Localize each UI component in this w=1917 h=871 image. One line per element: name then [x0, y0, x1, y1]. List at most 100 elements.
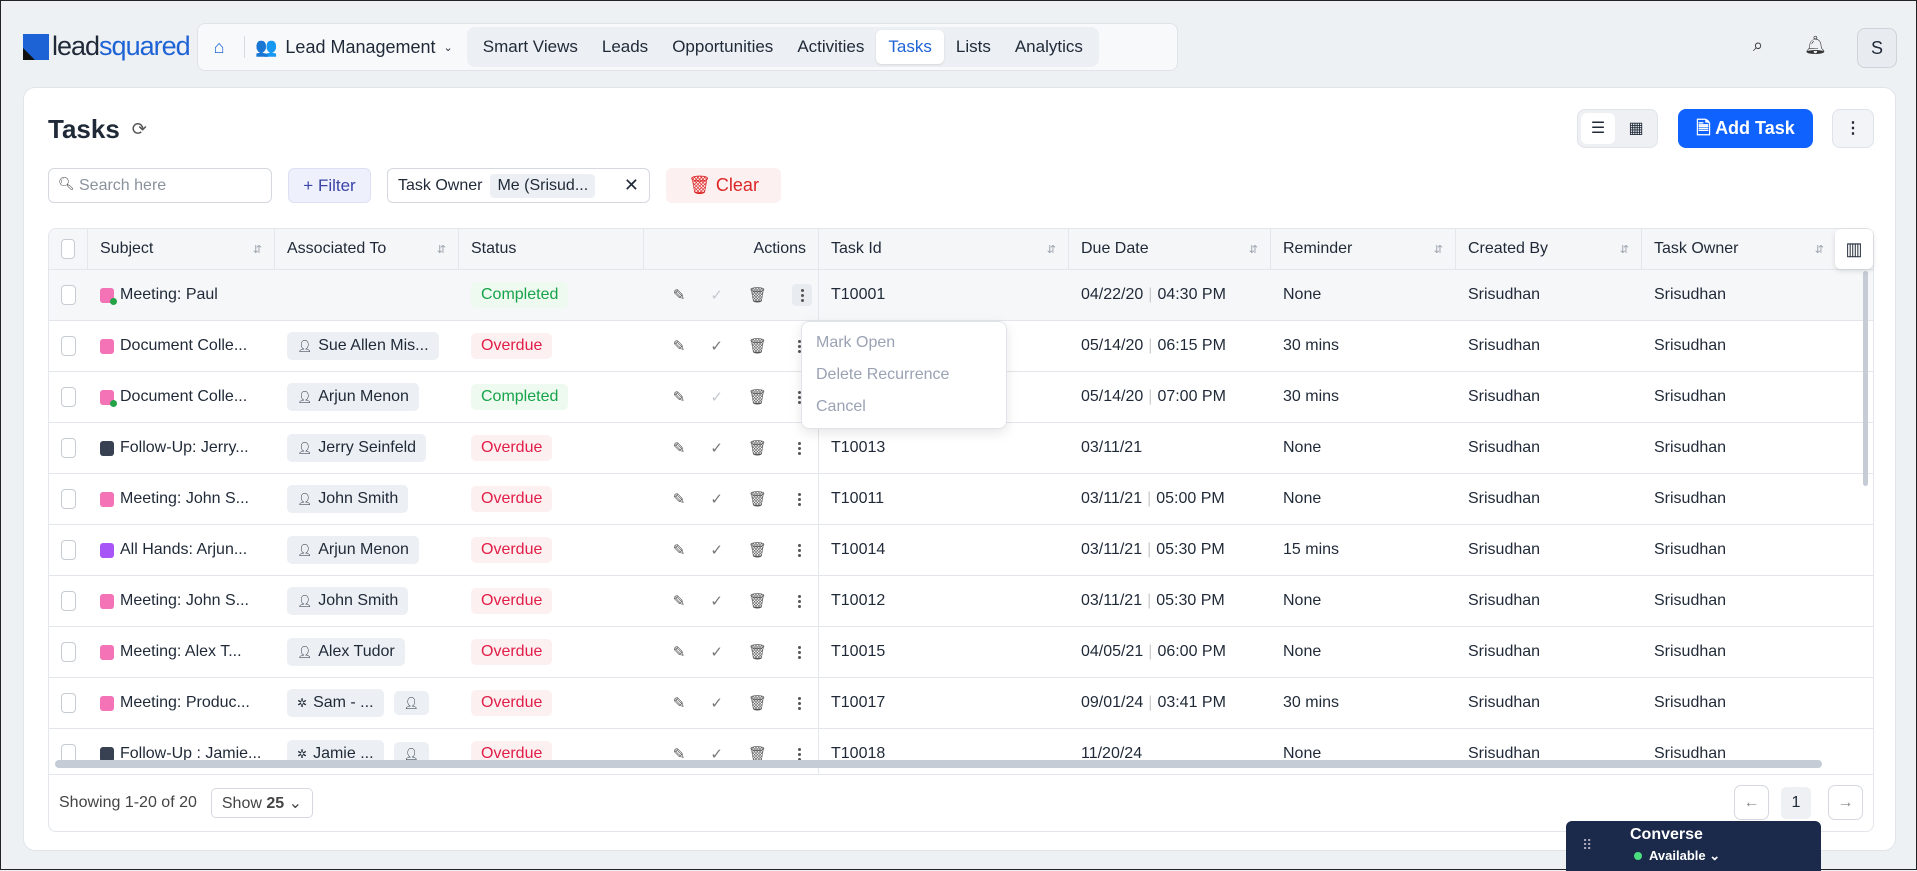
- list-view-icon[interactable]: ☰: [1581, 113, 1615, 144]
- more-options-button[interactable]: ⋮: [1832, 109, 1874, 148]
- leadsquared-logo[interactable]: lead squared: [23, 31, 191, 62]
- task-subject[interactable]: Document Colle...: [120, 388, 248, 405]
- row-checkbox[interactable]: [61, 438, 76, 458]
- sort-icon[interactable]: ⇵: [1248, 243, 1258, 256]
- task-subject[interactable]: Meeting: John S...: [120, 490, 249, 507]
- table-row[interactable]: Meeting: John S... 👤︎ John Smith Overdue …: [49, 474, 1873, 525]
- column-task-owner[interactable]: Task Owner ⇵: [1642, 229, 1873, 269]
- column-created-by[interactable]: Created By ⇵: [1456, 229, 1642, 269]
- more-vertical-icon[interactable]: [792, 335, 806, 357]
- sort-icon[interactable]: ⇵: [436, 243, 446, 256]
- associated-person[interactable]: 👤︎ John Smith: [287, 485, 409, 513]
- trash-icon[interactable]: 🗑︎: [747, 287, 767, 304]
- check-icon[interactable]: ✓: [710, 695, 723, 712]
- check-icon[interactable]: ✓: [710, 593, 723, 610]
- associated-person[interactable]: 👤︎ Jerry Seinfeld: [287, 434, 427, 462]
- availability-status[interactable]: Available ⌄: [1634, 848, 1720, 864]
- check-icon[interactable]: ✓: [710, 287, 723, 304]
- table-row[interactable]: Follow-Up: Jerry... 👤︎ Jerry Seinfeld Ove…: [49, 423, 1873, 474]
- trash-icon[interactable]: 🗑︎: [747, 491, 767, 508]
- tab-smart-views[interactable]: Smart Views: [482, 37, 578, 56]
- refresh-icon[interactable]: ⟳: [131, 119, 147, 139]
- sort-icon[interactable]: ⇵: [1433, 243, 1443, 256]
- check-icon[interactable]: ✓: [710, 491, 723, 508]
- table-row[interactable]: Meeting: John S... 👤︎ John Smith Overdue …: [49, 576, 1873, 627]
- task-subject[interactable]: Meeting: John S...: [120, 592, 249, 609]
- edit-icon[interactable]: ✎: [672, 338, 686, 355]
- check-icon[interactable]: ✓: [710, 338, 723, 355]
- associated-person[interactable]: 👤︎ Arjun Menon: [287, 383, 419, 411]
- tab-activities[interactable]: Activities: [797, 37, 865, 56]
- edit-icon[interactable]: ✎: [672, 593, 686, 610]
- associated-person[interactable]: 👤︎ Sue Allen Mis...: [287, 332, 439, 360]
- trash-icon[interactable]: 🗑︎: [747, 440, 767, 457]
- check-icon[interactable]: ✓: [710, 440, 723, 457]
- task-subject[interactable]: Meeting: Paul: [120, 286, 218, 303]
- clear-button[interactable]: 🗑︎ Clear: [666, 168, 781, 203]
- table-row[interactable]: Meeting: Alex T... 👤︎ Alex Tudor Overdue …: [49, 627, 1873, 678]
- horizontal-scrollbar[interactable]: [55, 760, 1822, 768]
- table-row[interactable]: All Hands: Arjun... 👤︎ Arjun Menon Overdu…: [49, 525, 1873, 576]
- edit-icon[interactable]: ✎: [672, 389, 686, 406]
- converse-widget[interactable]: ⠿ Converse Available ⌄: [1566, 821, 1821, 871]
- calendar-view-icon[interactable]: ▦: [1628, 120, 1644, 137]
- associated-person[interactable]: 👤︎ Alex Tudor: [287, 638, 405, 666]
- table-row[interactable]: Meeting: Paul Completed ✎ ✓ 🗑︎ T10001 04/2…: [49, 270, 1873, 321]
- more-vertical-icon[interactable]: [792, 437, 806, 459]
- row-checkbox[interactable]: [61, 285, 76, 305]
- task-subject[interactable]: All Hands: Arjun...: [120, 541, 248, 558]
- more-vertical-icon[interactable]: [792, 539, 806, 561]
- more-vertical-icon[interactable]: [792, 590, 806, 612]
- associated-person[interactable]: 👤︎ John Smith: [287, 587, 409, 615]
- column-subject[interactable]: Subject ⇵: [88, 229, 275, 269]
- sort-icon[interactable]: ⇵: [252, 243, 262, 256]
- edit-columns-icon[interactable]: ▥: [1835, 229, 1873, 269]
- trash-icon[interactable]: 🗑︎: [747, 542, 767, 559]
- check-icon[interactable]: ✓: [710, 389, 723, 406]
- tab-leads[interactable]: Leads: [601, 37, 649, 56]
- more-vertical-icon[interactable]: [792, 284, 812, 306]
- more-vertical-icon[interactable]: [792, 641, 806, 663]
- row-checkbox[interactable]: [61, 642, 76, 662]
- more-vertical-icon[interactable]: [792, 488, 806, 510]
- trash-icon[interactable]: 🗑︎: [747, 746, 767, 763]
- sort-icon[interactable]: ⇵: [1046, 243, 1056, 256]
- edit-icon[interactable]: ✎: [672, 287, 686, 304]
- table-row[interactable]: Document Colle... 👤︎ Arjun Menon Complete…: [49, 372, 1873, 423]
- tab-tasks[interactable]: Tasks: [876, 30, 944, 64]
- row-checkbox[interactable]: [61, 336, 76, 356]
- row-checkbox[interactable]: [61, 693, 76, 713]
- vertical-scrollbar[interactable]: [1863, 271, 1868, 486]
- table-row[interactable]: Follow-Up : Jamie... ✲ Jamie ... 👤︎ Overdu…: [49, 729, 1873, 774]
- associated-opportunity[interactable]: ✲ Sam - ...: [287, 689, 384, 717]
- associated-person[interactable]: 👤︎ Arjun Menon: [287, 536, 419, 564]
- more-vertical-icon[interactable]: [792, 743, 806, 765]
- home-icon[interactable]: ⌂: [213, 36, 225, 57]
- trash-icon[interactable]: 🗑︎: [747, 695, 767, 712]
- row-checkbox[interactable]: [61, 591, 76, 611]
- add-task-button[interactable]: 🗎 Add Task: [1678, 109, 1813, 148]
- check-icon[interactable]: ✓: [710, 746, 723, 763]
- check-icon[interactable]: ✓: [710, 644, 723, 661]
- column-task-id[interactable]: Task Id ⇵: [819, 229, 1069, 269]
- task-subject[interactable]: Document Colle...: [120, 337, 248, 354]
- avatar[interactable]: S: [1857, 28, 1897, 68]
- tab-opportunities[interactable]: Opportunities: [672, 37, 774, 56]
- sort-icon[interactable]: ⇵: [1814, 243, 1824, 256]
- tab-lists[interactable]: Lists: [955, 37, 991, 56]
- menu-item-mark-open[interactable]: Mark Open: [816, 334, 896, 351]
- edit-icon[interactable]: ✎: [672, 491, 686, 508]
- task-subject[interactable]: Follow-Up : Jamie...: [120, 745, 262, 762]
- close-icon[interactable]: ✕: [623, 175, 639, 195]
- more-vertical-icon[interactable]: [792, 692, 806, 714]
- more-vertical-icon[interactable]: [792, 386, 806, 408]
- select-all-checkbox[interactable]: [61, 239, 75, 259]
- task-subject[interactable]: Follow-Up: Jerry...: [120, 439, 249, 456]
- check-icon[interactable]: ✓: [710, 542, 723, 559]
- row-checkbox[interactable]: [61, 387, 76, 407]
- edit-icon[interactable]: ✎: [672, 644, 686, 661]
- search-icon[interactable]: ⌕: [1753, 35, 1764, 55]
- column-associated-to[interactable]: Associated To ⇵: [275, 229, 459, 269]
- edit-icon[interactable]: ✎: [672, 746, 686, 763]
- page-number[interactable]: 1: [1781, 787, 1811, 819]
